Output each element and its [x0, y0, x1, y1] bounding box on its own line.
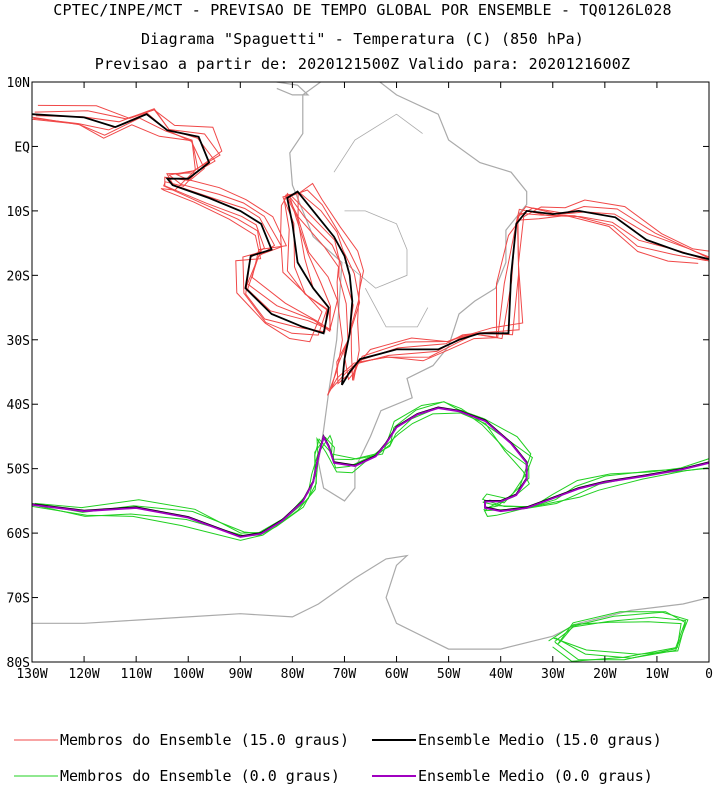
coastline-map	[32, 82, 709, 650]
y-tick-label: 40S	[7, 398, 30, 413]
member-0-line	[32, 412, 708, 541]
y-tick-label: 80S	[7, 656, 30, 671]
x-tick-label: 100W	[173, 667, 204, 682]
axis-layer: 130W 120W 110W 100W 90W 80W 70W 60W 50W 40W 30W 20W…	[7, 76, 713, 682]
antarctica-coastline	[32, 554, 709, 650]
member-0-line	[554, 616, 687, 661]
legend: Membros do Ensemble (15.0 graus) Ensemble…	[14, 731, 662, 785]
member-0-line	[555, 611, 689, 659]
member-15-line	[32, 118, 699, 396]
x-tick-label: 80W	[281, 667, 305, 682]
x-tick-label: 60W	[385, 667, 409, 682]
south-america-coastline	[289, 82, 528, 502]
central-america-coastline	[275, 82, 310, 96]
x-tick-label: 130W	[16, 667, 47, 682]
x-tick-label: 70W	[333, 667, 357, 682]
legend-label: Membros do Ensemble (0.0 graus)	[60, 767, 340, 785]
plot-frame	[31, 81, 710, 663]
legend-label: Ensemble Medio (0.0 graus)	[418, 767, 653, 785]
forecast-dates: Previsao a partir de: 2020121500Z Valido…	[94, 55, 631, 73]
y-tick-label: 10N	[7, 76, 30, 91]
x-tick-label: 10W	[645, 667, 669, 682]
member-0-line	[548, 621, 682, 662]
header-title: CPTEC/INPE/MCT - PREVISAO DE TEMPO GLOBA…	[53, 1, 672, 19]
country-border	[333, 113, 423, 173]
member-15-line	[33, 112, 709, 385]
x-tick-label: 110W	[120, 667, 151, 682]
x-tick-label: 90W	[229, 667, 253, 682]
chart-subtitle: Diagrama "Spaguetti" - Temperatura (C) (…	[140, 30, 585, 48]
country-border	[344, 210, 408, 289]
y-tick-label: 10S	[7, 205, 30, 220]
member-0-line	[34, 407, 705, 537]
mean-15-line	[32, 113, 709, 386]
x-tick-label: 120W	[68, 667, 99, 682]
member-15-line	[35, 108, 709, 381]
y-tick-label: 20S	[7, 269, 30, 284]
x-tick-label: 0	[705, 667, 713, 682]
member-0-line	[37, 401, 706, 535]
x-tick-label: 30W	[541, 667, 565, 682]
x-tick-label: 50W	[437, 667, 461, 682]
legend-label: Ensemble Medio (15.0 graus)	[418, 731, 662, 749]
legend-label: Membros do Ensemble (15.0 graus)	[60, 731, 349, 749]
member-0-line	[34, 401, 709, 534]
member-15-line	[37, 104, 709, 381]
x-tick-label: 40W	[489, 667, 513, 682]
member-15-line	[32, 116, 707, 390]
y-tick-label: 50S	[7, 463, 30, 478]
y-tick-label: 70S	[7, 592, 30, 607]
member-15-line	[34, 109, 709, 381]
x-tick-label: 20W	[593, 667, 617, 682]
series-layer	[32, 104, 709, 662]
country-border	[364, 288, 429, 328]
y-tick-label: EQ	[14, 140, 30, 155]
y-tick-label: 60S	[7, 527, 30, 542]
mean-0-line	[32, 407, 709, 538]
member-0-line	[553, 611, 686, 655]
y-tick-label: 30S	[7, 334, 30, 349]
